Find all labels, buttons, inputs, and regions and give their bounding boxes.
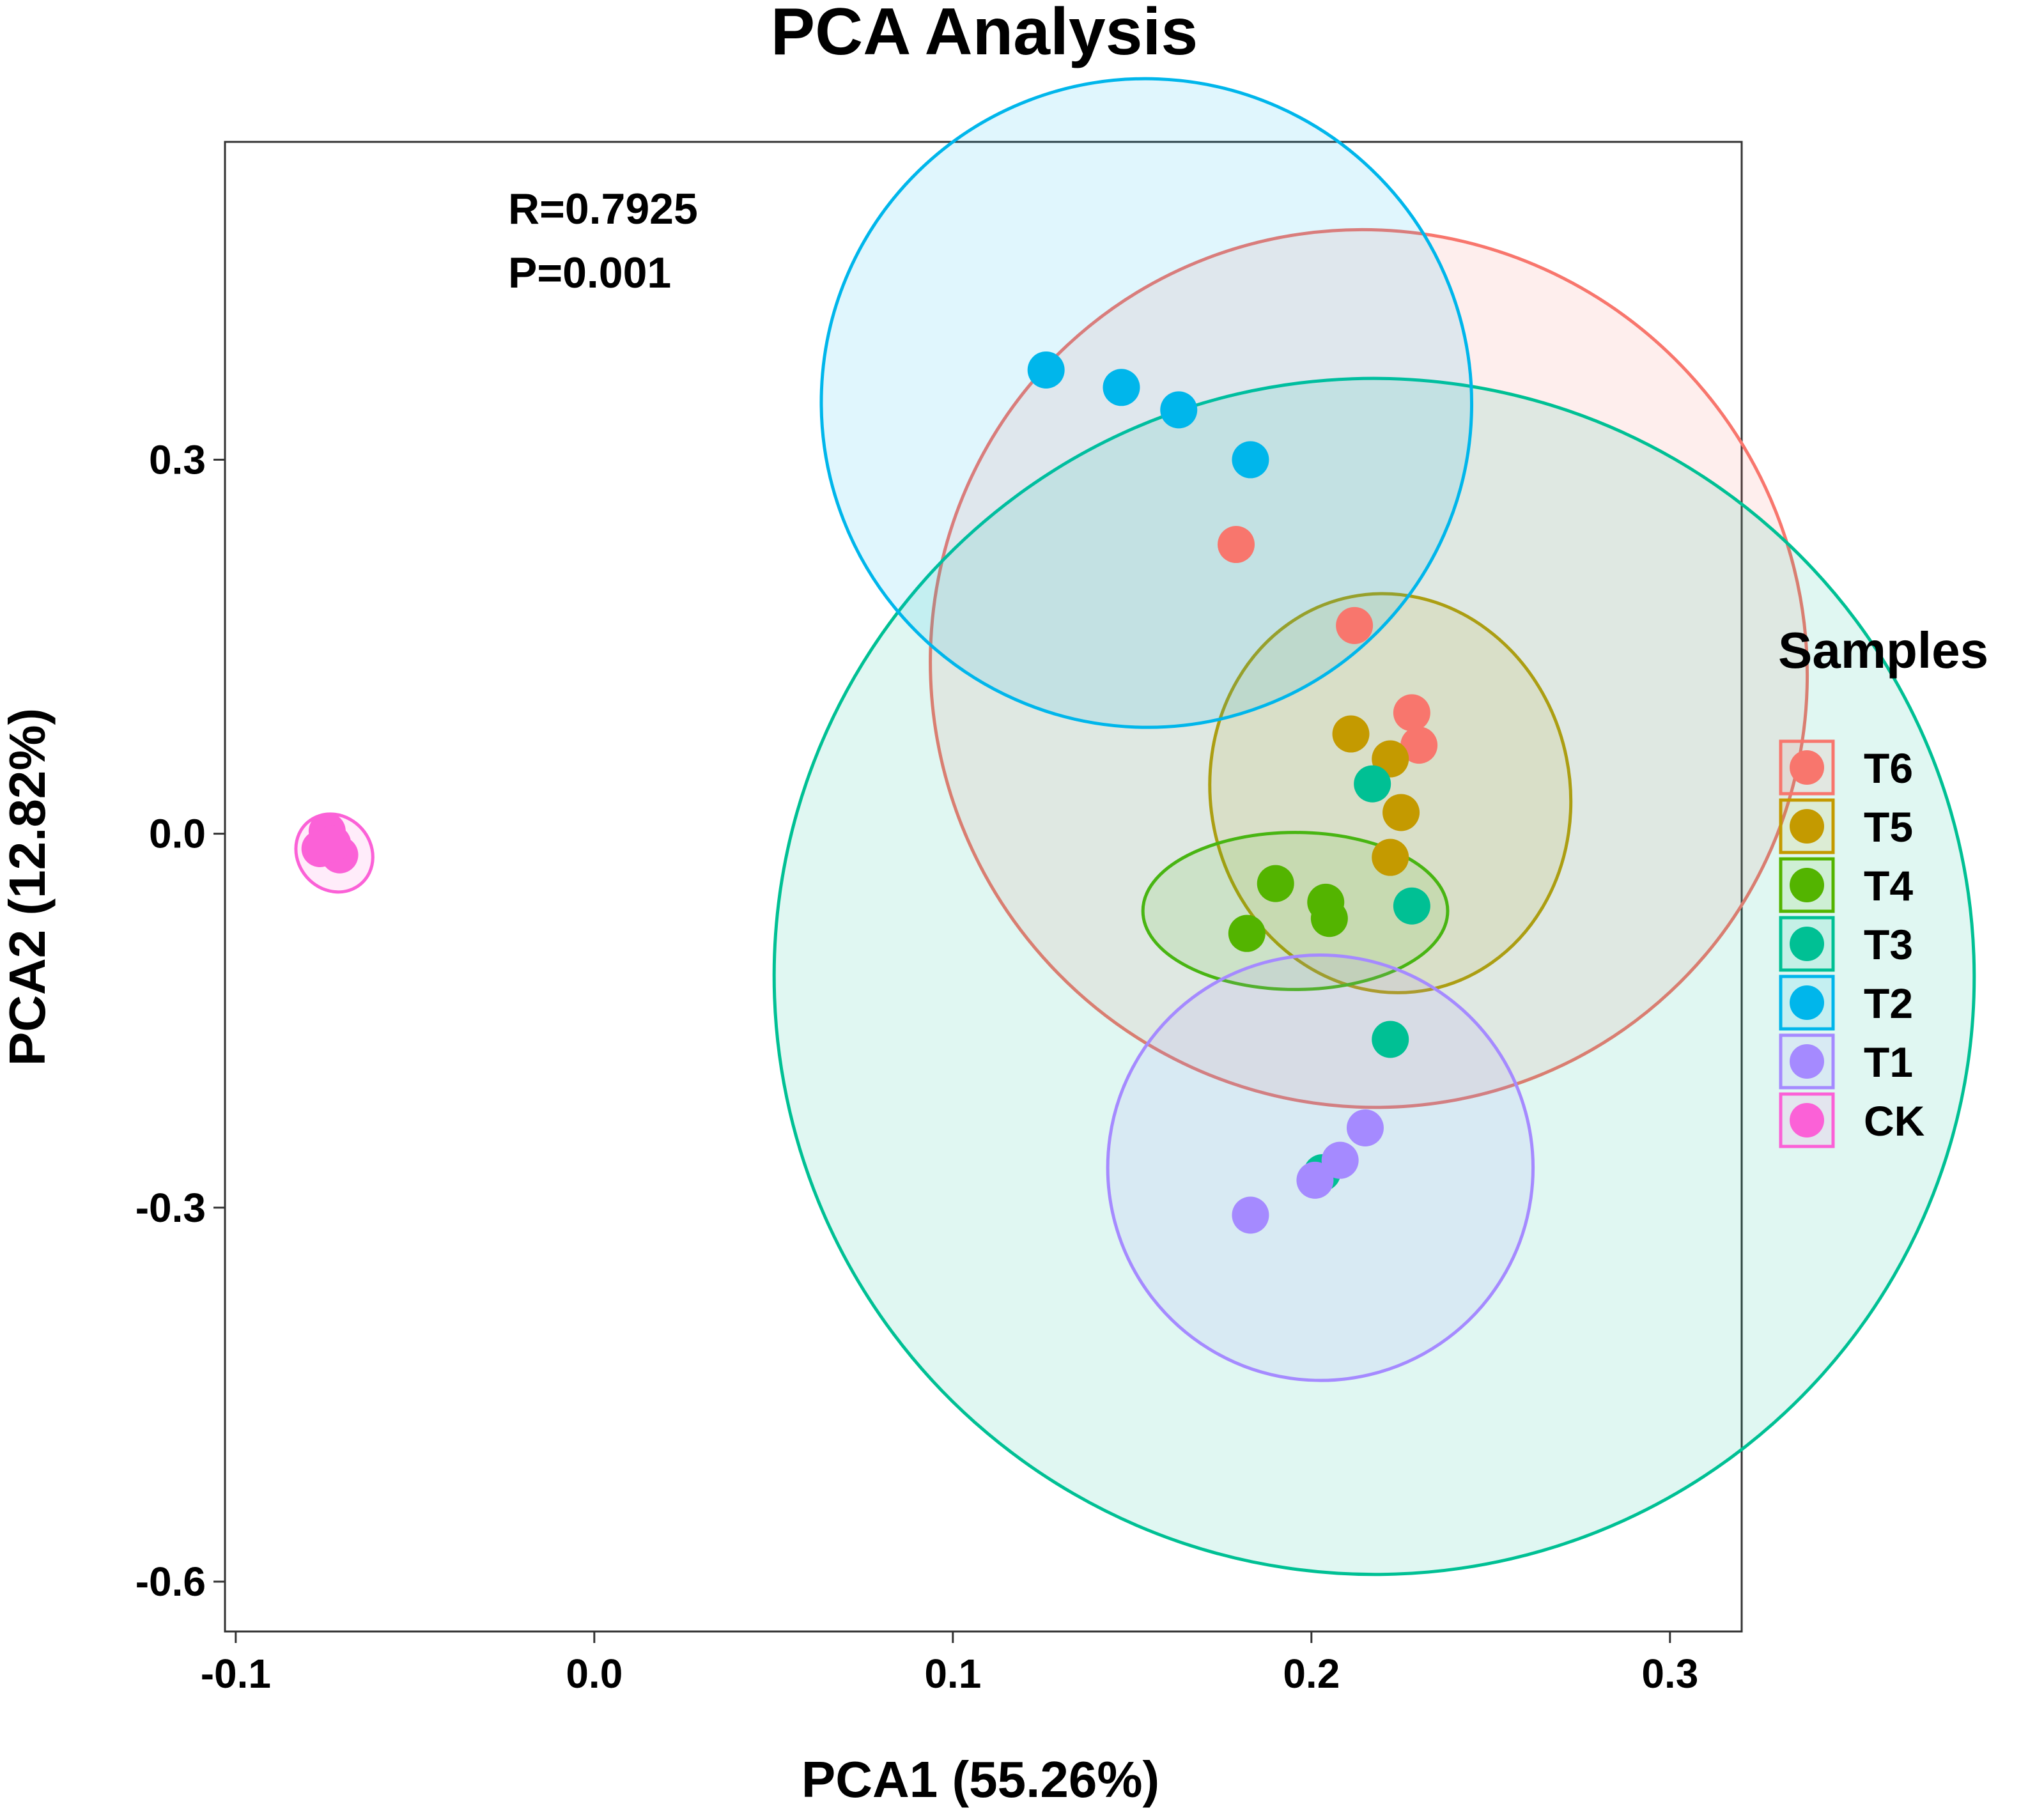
y-tick-label: 0.3 (149, 436, 206, 482)
point-t5-1 (1332, 715, 1370, 753)
ellipse-t5 (1208, 592, 1573, 994)
x-tick-label: 0.0 (566, 1651, 623, 1697)
point-t3-3 (1372, 1021, 1409, 1058)
point-t5-3 (1382, 794, 1420, 831)
stat-p-annotation: P=0.001 (508, 249, 671, 297)
x-tick-label: 0.2 (1283, 1651, 1340, 1697)
point-t6-1 (1218, 526, 1255, 564)
legend-key-dot (1790, 750, 1824, 785)
legend-label: T2 (1864, 980, 1913, 1027)
legend: T6 T5 T4 T3 T2 T1 CK (1779, 739, 1925, 1148)
ellipse-t3 (772, 376, 1976, 1577)
point-t4-1 (1257, 865, 1294, 902)
point-t1-1 (1232, 1196, 1269, 1234)
legend-item-t3: T3 (1779, 916, 1913, 972)
confidence-ellipses (294, 77, 1976, 1577)
point-t2-3 (1160, 391, 1198, 429)
point-t1-4 (1346, 1109, 1384, 1146)
x-axis-title: PCA1 (55.26%) (801, 1751, 1159, 1808)
y-tick-label: -0.3 (136, 1185, 206, 1231)
point-t3-1 (1354, 765, 1391, 803)
point-t2-1 (1027, 351, 1065, 389)
point-t2-2 (1103, 369, 1140, 406)
point-t6-2 (1336, 606, 1374, 644)
point-t4-3 (1310, 900, 1348, 937)
legend-label: T5 (1864, 803, 1913, 851)
point-t1-3 (1321, 1141, 1359, 1179)
legend-item-t2: T2 (1779, 975, 1913, 1031)
ellipse-t4 (1141, 831, 1450, 991)
legend-key-dot (1790, 927, 1824, 961)
legend-item-t4: T4 (1779, 857, 1913, 913)
point-t5-4 (1372, 838, 1409, 876)
x-tick-label: 0.1 (924, 1651, 981, 1697)
legend-label: T1 (1864, 1038, 1913, 1086)
y-tick-label: -0.6 (136, 1559, 206, 1605)
y-axis-title: PCA2 (12.82%) (0, 708, 56, 1066)
ellipse-t2 (819, 77, 1474, 729)
legend-label: T3 (1864, 921, 1913, 968)
stat-r-annotation: R=0.7925 (508, 185, 698, 233)
point-t3-2 (1393, 887, 1430, 925)
legend-key-dot (1790, 868, 1824, 902)
plot-border (224, 141, 1743, 1633)
legend-key-dot (1790, 1044, 1824, 1079)
y-tick-label: 0.0 (149, 811, 206, 857)
x-tick-label: 0.3 (1641, 1651, 1698, 1697)
point-t2-4 (1232, 441, 1269, 479)
axes: -0.1 0.0 0.1 0.2 0.3 -0.6 -0.3 0.0 0.3 (136, 436, 1699, 1697)
point-t6-3 (1393, 694, 1430, 732)
point-t1-2 (1296, 1161, 1334, 1199)
legend-key-dot (1790, 809, 1824, 844)
legend-item-ck: CK (1779, 1092, 1925, 1148)
legend-item-t1: T1 (1779, 1033, 1913, 1090)
legend-label: T4 (1864, 862, 1913, 909)
legend-item-t5: T5 (1779, 798, 1913, 854)
point-t6-4 (1400, 727, 1438, 764)
legend-key-dot (1790, 985, 1824, 1020)
sample-points (301, 351, 1438, 1234)
legend-title: Samples (1778, 622, 1988, 679)
chart-title: PCA Analysis (771, 0, 1198, 69)
legend-label: T6 (1864, 744, 1913, 792)
legend-label: CK (1864, 1097, 1925, 1145)
plot-panel (224, 141, 1743, 1633)
x-tick-label: -0.1 (201, 1651, 271, 1697)
point-t4-4 (1228, 914, 1266, 952)
point-ck-4 (314, 825, 352, 863)
legend-key-dot (1790, 1103, 1824, 1138)
legend-item-t6: T6 (1779, 739, 1913, 796)
